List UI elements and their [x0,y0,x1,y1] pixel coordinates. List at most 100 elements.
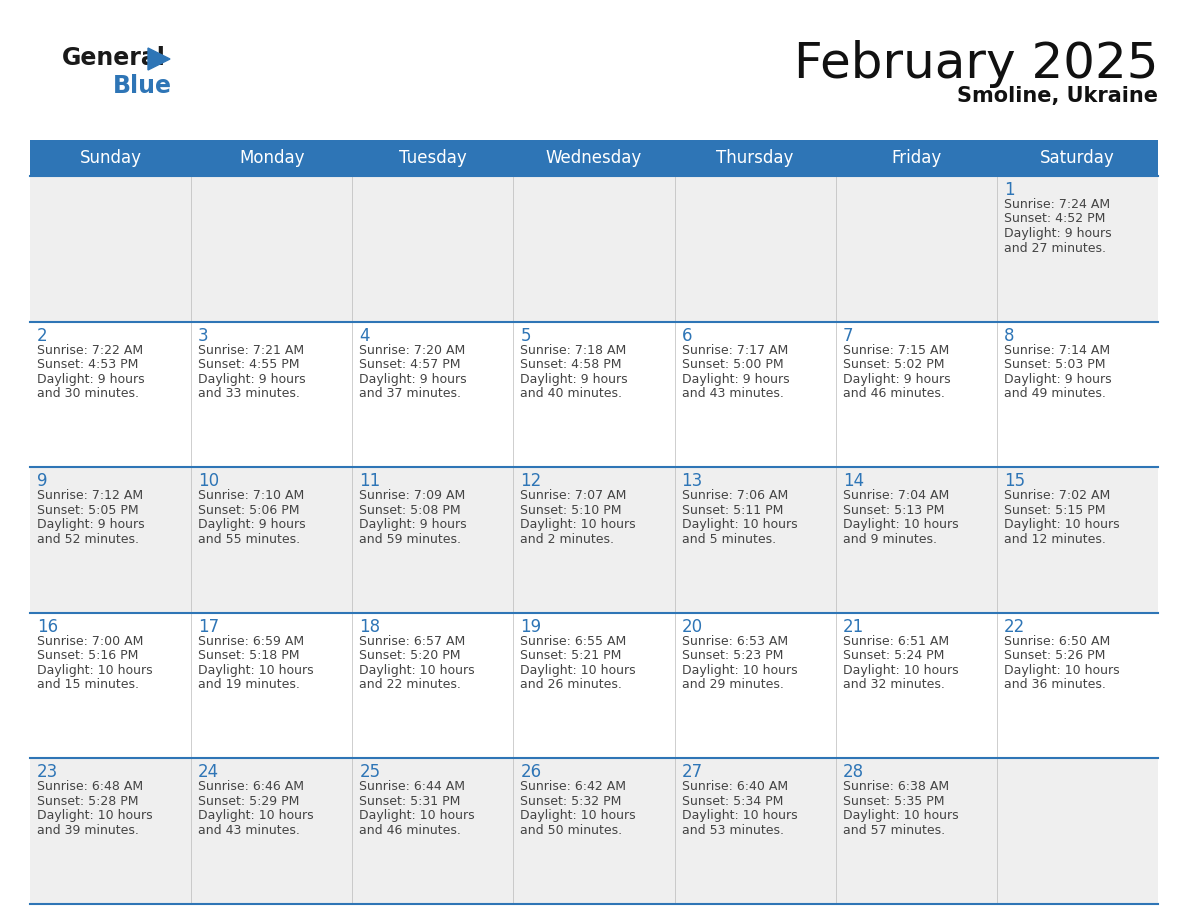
Text: Daylight: 10 hours: Daylight: 10 hours [359,810,475,823]
Text: Daylight: 10 hours: Daylight: 10 hours [359,664,475,677]
Text: 15: 15 [1004,472,1025,490]
Text: Sunrise: 7:04 AM: Sunrise: 7:04 AM [842,489,949,502]
Bar [30,613,1158,758]
Text: Blue: Blue [113,74,172,98]
Text: Sunrise: 7:24 AM: Sunrise: 7:24 AM [1004,198,1110,211]
Text: Daylight: 10 hours: Daylight: 10 hours [198,664,314,677]
Text: Sunrise: 6:57 AM: Sunrise: 6:57 AM [359,635,466,648]
Text: Sunset: 5:31 PM: Sunset: 5:31 PM [359,795,461,808]
Text: Sunset: 4:52 PM: Sunset: 4:52 PM [1004,212,1105,226]
Text: 13: 13 [682,472,703,490]
Text: Sunrise: 6:42 AM: Sunrise: 6:42 AM [520,780,626,793]
Text: 14: 14 [842,472,864,490]
Text: Sunrise: 7:06 AM: Sunrise: 7:06 AM [682,489,788,502]
Text: Sunset: 5:28 PM: Sunset: 5:28 PM [37,795,139,808]
Text: and 37 minutes.: and 37 minutes. [359,387,461,400]
Text: Sunrise: 6:53 AM: Sunrise: 6:53 AM [682,635,788,648]
Text: 18: 18 [359,618,380,636]
Text: Sunrise: 7:17 AM: Sunrise: 7:17 AM [682,343,788,356]
Text: Sunrise: 6:55 AM: Sunrise: 6:55 AM [520,635,627,648]
Text: Daylight: 9 hours: Daylight: 9 hours [1004,227,1112,240]
Text: Sunset: 5:29 PM: Sunset: 5:29 PM [198,795,299,808]
Text: 8: 8 [1004,327,1015,344]
Text: and 49 minutes.: and 49 minutes. [1004,387,1106,400]
Text: 7: 7 [842,327,853,344]
Text: Sunrise: 7:18 AM: Sunrise: 7:18 AM [520,343,627,356]
Text: Sunset: 5:06 PM: Sunset: 5:06 PM [198,504,299,517]
Text: Sunrise: 7:15 AM: Sunrise: 7:15 AM [842,343,949,356]
Text: Daylight: 10 hours: Daylight: 10 hours [842,518,959,532]
Text: 25: 25 [359,764,380,781]
Text: Daylight: 9 hours: Daylight: 9 hours [198,373,305,386]
Text: Sunrise: 6:59 AM: Sunrise: 6:59 AM [198,635,304,648]
Bar [30,321,1158,467]
Text: Daylight: 9 hours: Daylight: 9 hours [520,373,628,386]
Text: and 57 minutes.: and 57 minutes. [842,823,944,837]
Text: General: General [62,46,166,70]
Text: and 12 minutes.: and 12 minutes. [1004,532,1106,545]
Text: Sunrise: 7:14 AM: Sunrise: 7:14 AM [1004,343,1110,356]
Text: Sunset: 5:24 PM: Sunset: 5:24 PM [842,649,944,662]
Text: Sunset: 5:26 PM: Sunset: 5:26 PM [1004,649,1105,662]
Text: Sunrise: 7:02 AM: Sunrise: 7:02 AM [1004,489,1110,502]
Text: Sunrise: 7:20 AM: Sunrise: 7:20 AM [359,343,466,356]
Text: 19: 19 [520,618,542,636]
Bar [30,758,1158,904]
Text: and 33 minutes.: and 33 minutes. [198,387,301,400]
Bar [30,140,1158,176]
Text: 21: 21 [842,618,864,636]
Text: Daylight: 9 hours: Daylight: 9 hours [37,373,145,386]
Text: Sunset: 5:23 PM: Sunset: 5:23 PM [682,649,783,662]
Text: and 43 minutes.: and 43 minutes. [682,387,783,400]
Text: 24: 24 [198,764,220,781]
Text: Sunset: 5:21 PM: Sunset: 5:21 PM [520,649,621,662]
Text: 22: 22 [1004,618,1025,636]
Text: Sunrise: 7:22 AM: Sunrise: 7:22 AM [37,343,143,356]
Text: and 43 minutes.: and 43 minutes. [198,823,301,837]
Text: 10: 10 [198,472,220,490]
Text: Friday: Friday [891,149,941,167]
Text: Sunset: 5:20 PM: Sunset: 5:20 PM [359,649,461,662]
Text: Sunrise: 7:12 AM: Sunrise: 7:12 AM [37,489,143,502]
Text: Daylight: 10 hours: Daylight: 10 hours [1004,518,1119,532]
Text: Daylight: 9 hours: Daylight: 9 hours [359,518,467,532]
Text: 28: 28 [842,764,864,781]
Polygon shape [148,48,170,70]
Text: Sunset: 5:05 PM: Sunset: 5:05 PM [37,504,139,517]
Text: Sunrise: 6:44 AM: Sunrise: 6:44 AM [359,780,466,793]
Text: 16: 16 [37,618,58,636]
Text: Sunset: 5:03 PM: Sunset: 5:03 PM [1004,358,1105,371]
Text: 17: 17 [198,618,220,636]
Text: and 22 minutes.: and 22 minutes. [359,678,461,691]
Text: Smoline, Ukraine: Smoline, Ukraine [958,86,1158,106]
Text: Daylight: 10 hours: Daylight: 10 hours [37,810,152,823]
Text: Daylight: 9 hours: Daylight: 9 hours [37,518,145,532]
Text: Sunset: 5:16 PM: Sunset: 5:16 PM [37,649,138,662]
Text: 11: 11 [359,472,380,490]
Text: and 55 minutes.: and 55 minutes. [198,532,301,545]
Text: 4: 4 [359,327,369,344]
Text: Sunset: 5:13 PM: Sunset: 5:13 PM [842,504,944,517]
Text: 12: 12 [520,472,542,490]
Text: Tuesday: Tuesday [399,149,467,167]
Text: Daylight: 10 hours: Daylight: 10 hours [682,664,797,677]
Text: and 27 minutes.: and 27 minutes. [1004,241,1106,254]
Text: and 46 minutes.: and 46 minutes. [359,823,461,837]
Text: and 29 minutes.: and 29 minutes. [682,678,783,691]
Text: and 50 minutes.: and 50 minutes. [520,823,623,837]
Text: Sunrise: 7:10 AM: Sunrise: 7:10 AM [198,489,304,502]
Text: and 59 minutes.: and 59 minutes. [359,532,461,545]
Text: Sunrise: 7:09 AM: Sunrise: 7:09 AM [359,489,466,502]
Text: Daylight: 10 hours: Daylight: 10 hours [842,810,959,823]
Text: Sunrise: 6:38 AM: Sunrise: 6:38 AM [842,780,949,793]
Text: Sunset: 5:15 PM: Sunset: 5:15 PM [1004,504,1105,517]
Bar [30,176,1158,321]
Text: and 26 minutes.: and 26 minutes. [520,678,623,691]
Text: Sunset: 5:08 PM: Sunset: 5:08 PM [359,504,461,517]
Text: Sunset: 5:35 PM: Sunset: 5:35 PM [842,795,944,808]
Text: Sunset: 5:00 PM: Sunset: 5:00 PM [682,358,783,371]
Text: 20: 20 [682,618,702,636]
Text: Sunrise: 6:50 AM: Sunrise: 6:50 AM [1004,635,1110,648]
Text: 2: 2 [37,327,48,344]
Text: Sunrise: 7:07 AM: Sunrise: 7:07 AM [520,489,627,502]
